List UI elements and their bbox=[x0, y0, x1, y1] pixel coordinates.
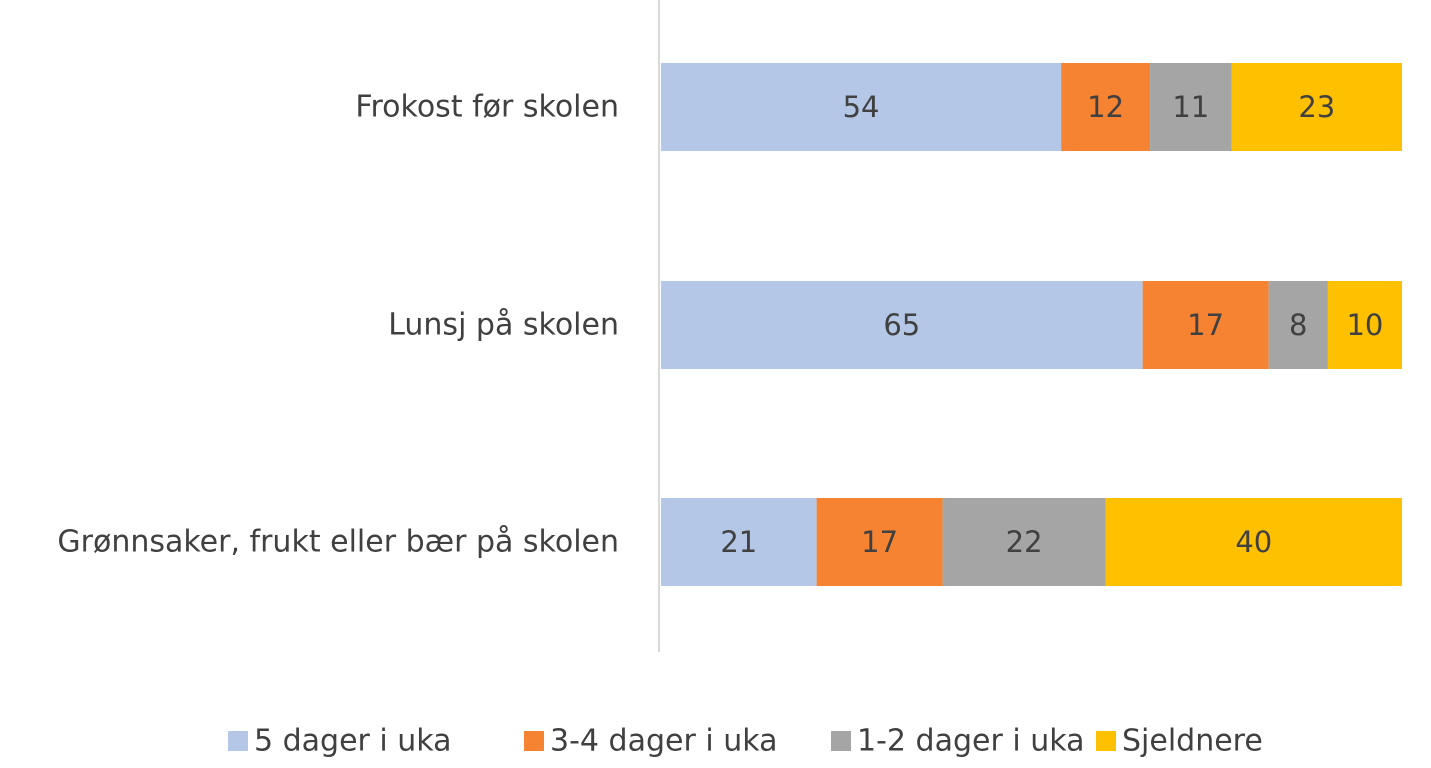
data-label: 12 bbox=[1087, 90, 1124, 124]
bar-segment bbox=[1142, 281, 1269, 369]
legend-label: 5 dager i uka bbox=[254, 724, 452, 759]
data-label: 21 bbox=[720, 525, 757, 559]
category-label: Grønnsaker, frukt eller bær på skolen bbox=[57, 525, 619, 560]
category-label: Frokost før skolen bbox=[355, 90, 619, 125]
legend-label: Sjeldnere bbox=[1122, 724, 1263, 759]
data-label: 17 bbox=[861, 525, 898, 559]
bar-segment bbox=[816, 498, 943, 586]
bar-segment bbox=[1061, 63, 1151, 151]
bar-segment bbox=[1105, 498, 1402, 586]
bar-segment bbox=[661, 281, 1143, 369]
data-label: 40 bbox=[1235, 525, 1272, 559]
category-label: Lunsj på skolen bbox=[388, 308, 619, 343]
bar-segment bbox=[1327, 281, 1402, 369]
bar-segment bbox=[661, 63, 1062, 151]
data-label: 11 bbox=[1172, 90, 1209, 124]
legend-label: 1-2 dager i uka bbox=[857, 724, 1084, 759]
data-label: 54 bbox=[843, 90, 880, 124]
legend-swatch bbox=[1096, 731, 1116, 751]
bar-segment bbox=[942, 498, 1106, 586]
bar-segment bbox=[661, 498, 817, 586]
data-label: 65 bbox=[883, 308, 920, 342]
bar-segment bbox=[1150, 63, 1232, 151]
data-label: 23 bbox=[1298, 90, 1335, 124]
bar-segment bbox=[1268, 281, 1328, 369]
legend-swatch bbox=[831, 731, 851, 751]
legend-swatch bbox=[524, 731, 544, 751]
data-label: 22 bbox=[1006, 525, 1043, 559]
data-label: 8 bbox=[1289, 308, 1307, 342]
bar-segment bbox=[1231, 63, 1402, 151]
data-label: 17 bbox=[1187, 308, 1224, 342]
data-label: 10 bbox=[1346, 308, 1383, 342]
legend-label: 3-4 dager i uka bbox=[550, 724, 777, 759]
legend-swatch bbox=[228, 731, 248, 751]
